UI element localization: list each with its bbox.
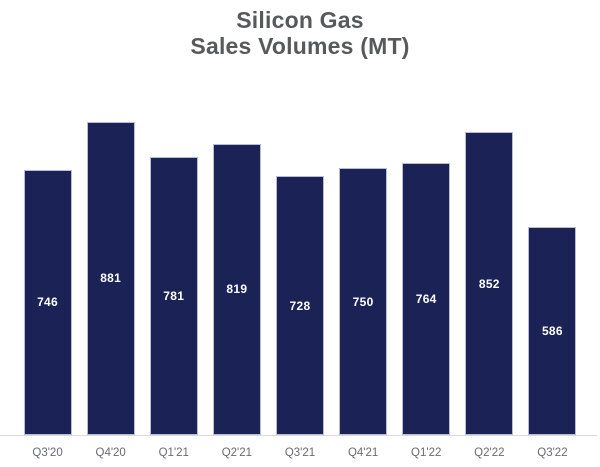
bar-value-label: 586 [541, 323, 563, 338]
x-axis-tick-label: Q3'20 [32, 447, 63, 459]
bar-value-label: 819 [226, 282, 248, 297]
bar-column: 781 [142, 115, 205, 435]
bar-value-label: 764 [415, 292, 437, 307]
bar-value-label: 746 [37, 295, 58, 310]
bar-column: 819 [205, 115, 268, 435]
bar-column: 852 [458, 115, 521, 435]
bar-column: 881 [79, 115, 142, 435]
bar-value-label: 852 [478, 276, 500, 291]
bar-column: 764 [395, 115, 458, 435]
chart-title-line2: Sales Volumes (MT) [190, 33, 410, 59]
x-axis-tick-label: Q4'20 [95, 447, 126, 459]
bar-column: 746 [16, 115, 79, 435]
chart-title: Silicon Gas Sales Volumes (MT) [0, 7, 600, 59]
x-axis-tick-label: Q4'21 [347, 447, 379, 459]
x-axis-tick-label: Q1'21 [158, 447, 189, 459]
bar-Q3'22: 586 [528, 226, 577, 435]
bar-Q4'20: 881 [86, 121, 135, 435]
bar-Q1'22: 764 [402, 163, 451, 435]
bar-Q3'21: 728 [275, 176, 324, 435]
bar-Q4'21: 750 [339, 168, 388, 435]
bar-column: 728 [268, 115, 331, 435]
x-axis-tick-label: Q2'21 [221, 447, 253, 459]
plot-area: 746 881 781 819 728 750 764 852 586 [16, 115, 584, 435]
x-axis-baseline [0, 435, 597, 436]
x-axis-tick-label: Q3'21 [284, 447, 316, 459]
bar-column: 750 [332, 115, 395, 435]
x-axis-tick-label: Q1'22 [411, 447, 442, 459]
x-axis-labels: Q3'20 Q4'20 Q1'21 Q2'21 Q3'21 Q4'21 Q1'22 Q2'22… [16, 447, 584, 459]
chart-title-line1: Silicon Gas [236, 7, 364, 33]
bar-Q2'22: 852 [465, 132, 514, 435]
bar-value-label: 750 [352, 294, 374, 309]
bar-value-label: 781 [163, 289, 185, 304]
x-axis-tick-label: Q3'22 [537, 447, 568, 459]
bar-value-label: 728 [289, 298, 311, 313]
bar-column: 586 [521, 115, 584, 435]
bar-Q1'21: 781 [149, 157, 198, 435]
bar-Q2'21: 819 [212, 143, 261, 435]
bar-value-label: 881 [100, 271, 122, 286]
x-axis-tick-label: Q2'22 [474, 447, 505, 459]
bar-Q3'20: 746 [23, 169, 72, 435]
